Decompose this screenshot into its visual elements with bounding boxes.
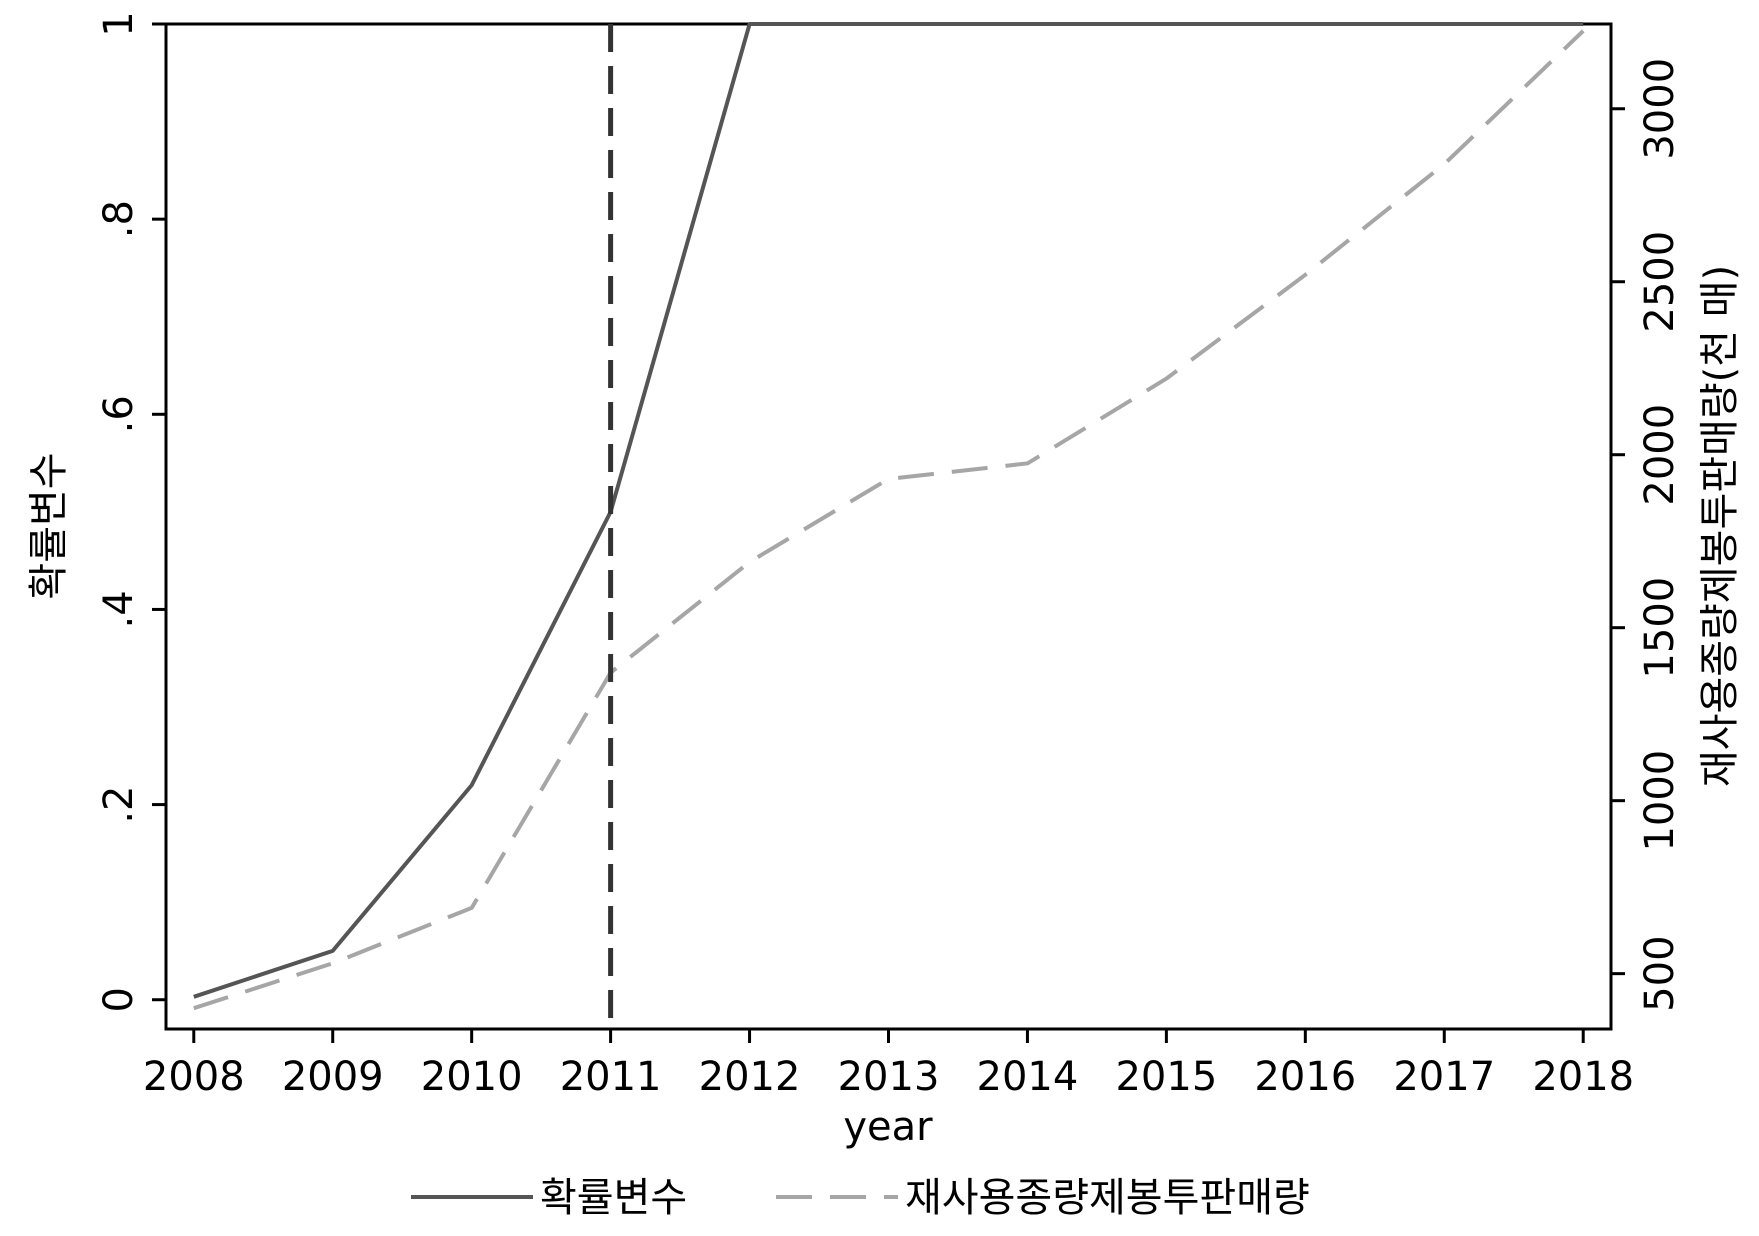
x-tick-label-2016: 2016 [1254,1054,1356,1100]
series-lines [193,22,1585,1011]
legend: 확률변수 재사용종량제봉투판매량 [411,1175,1310,1221]
plot-frame [164,22,1613,1031]
y-right-tick-label-2000: 2000 [1637,404,1683,506]
y-left-tick-label-.6: .6 [96,395,142,433]
y-left-tick-label-1: 1 [96,11,142,36]
y-right-tick-label-1500: 1500 [1637,577,1683,679]
x-tick-label-2010: 2010 [421,1054,523,1100]
y-axis-left-title: 확률변수 [26,452,72,599]
y-right-tick-label-500: 500 [1637,935,1683,1011]
legend-label-series-1: 확률변수 [540,1175,687,1221]
x-tick-label-2018: 2018 [1532,1054,1634,1100]
x-tick-label-2013: 2013 [838,1054,940,1100]
y-left-tick-label-0: 0 [96,987,142,1012]
series-line-1 [193,22,1584,999]
y-right-tick-label-1000: 1000 [1637,750,1683,852]
y-right-tick-label-3000: 3000 [1637,58,1683,160]
y-left-tick-label-.4: .4 [96,590,142,628]
x-tick-label-2008: 2008 [143,1054,245,1100]
y-left-tick-label-.2: .2 [96,785,142,823]
x-tick-label-2015: 2015 [1115,1054,1217,1100]
y-right-tick-label-2500: 2500 [1637,231,1683,333]
x-tick-label-2009: 2009 [282,1054,384,1100]
x-tick-label-2011: 2011 [560,1054,662,1100]
y-axis-right: 500 1000 1500 2000 2500 3000 [1611,58,1683,1012]
x-tick-label-2012: 2012 [699,1054,801,1100]
x-tick-label-2014: 2014 [977,1054,1079,1100]
series-line-2 [193,29,1585,1011]
y-axis-left: 0 .2 .4 .6 .8 1 [96,11,166,1012]
y-axis-right-title: 재사용종량제봉투판매량(천 매) [1697,265,1743,787]
x-tick-label-2017: 2017 [1393,1054,1495,1100]
x-axis: 2008 2009 2010 2011 2012 2013 2014 2015 2016 2017… [143,1029,1634,1100]
x-axis-title: year [843,1104,933,1150]
legend-label-series-2: 재사용종량제봉투판매량 [905,1175,1310,1221]
y-left-tick-label-.8: .8 [96,200,142,238]
